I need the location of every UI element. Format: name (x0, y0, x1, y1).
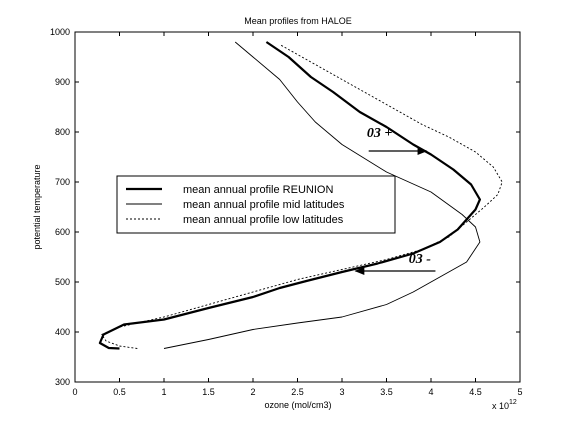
annotation-label: 03 + (367, 126, 393, 141)
annotations-layer: 03 + 03 - (354, 126, 436, 275)
legend: mean annual profile REUNION mean annual … (116, 175, 396, 234)
legend-label-mid-latitudes: mean annual profile mid latitudes (183, 199, 345, 211)
x-tick-label: 2 (250, 387, 255, 397)
series-layer (98, 41, 503, 350)
legend-label-low-latitudes: mean annual profile low latitudes (183, 214, 344, 226)
x-tick-label: 1 (161, 387, 166, 397)
series-line-mid-latitudes (163, 41, 481, 349)
annotation-label: 03 - (409, 252, 432, 267)
y-axis-label: potential temperature (32, 164, 42, 249)
legend-box (116, 175, 396, 234)
x-multiplier: x 10 12 (492, 399, 517, 411)
series-line-low-latitudes (101, 44, 503, 349)
chart-title: Mean profiles from HALOE (244, 16, 352, 26)
y-tick-label: 700 (55, 177, 70, 187)
y-tick-label: 300 (55, 377, 70, 387)
x-tick-label: 2.5 (291, 387, 304, 397)
y-tick-label: 800 (55, 127, 70, 137)
y-tick-label: 500 (55, 277, 70, 287)
x-axis-label: ozone (mol/cm3) (264, 400, 331, 410)
y-tick-label: 1000 (50, 27, 70, 37)
x-tick-label: 4 (428, 387, 433, 397)
x-tick-label: 3.5 (380, 387, 393, 397)
x-multiplier-base: x 10 (492, 401, 509, 411)
x-tick-label: 0 (72, 387, 77, 397)
series-line-reunion (98, 41, 481, 350)
x-tick-label: 0.5 (113, 387, 126, 397)
y-tick-label: 400 (55, 327, 70, 337)
x-tick-label: 5 (517, 387, 522, 397)
legend-label-reunion: mean annual profile REUNION (183, 184, 333, 196)
y-tick-label: 900 (55, 77, 70, 87)
y-tick-label: 600 (55, 227, 70, 237)
x-multiplier-exponent: 12 (509, 399, 517, 406)
x-tick-label: 1.5 (202, 387, 215, 397)
x-axis-ticks: 0 0.5 1 1.5 2 2.5 3 3.5 4 4.5 5 (72, 32, 523, 397)
y-axis-ticks: 300 400 500 600 700 800 900 1000 (50, 27, 520, 387)
x-tick-label: 4.5 (469, 387, 482, 397)
x-tick-label: 3 (339, 387, 344, 397)
